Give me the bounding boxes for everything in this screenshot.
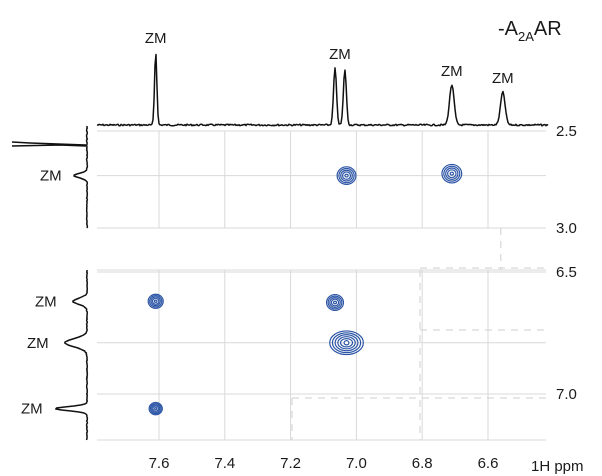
cross-peak — [329, 330, 364, 356]
projections-layer — [11, 53, 549, 441]
cross-peak-core — [153, 407, 158, 411]
cross-peak-contour — [149, 403, 162, 415]
cross-peak-core — [449, 171, 455, 176]
side-projection-upper — [73, 125, 89, 229]
x-tick-label: 6.8 — [412, 455, 433, 472]
cross-peak-contour — [152, 405, 160, 412]
cross-peak-contour — [445, 167, 459, 180]
y-tick-label: 3.0 — [556, 220, 577, 237]
cross-peak-core — [153, 299, 158, 304]
cross-peak-contour — [330, 298, 340, 307]
side-projection-upper-tail — [11, 141, 87, 146]
cross-peak-core — [332, 300, 338, 305]
cross-peak-contour — [443, 165, 461, 182]
cross-peak-contour — [329, 297, 341, 308]
top-peak-label: ZM — [145, 30, 167, 47]
side-projection-lower — [55, 269, 89, 441]
top-peak-label: ZM — [441, 63, 463, 80]
cross-peak-contour — [329, 330, 364, 356]
x-tick-label: 7.6 — [149, 455, 170, 472]
side-peak-label: ZM — [27, 335, 49, 352]
cross-peak — [147, 293, 164, 309]
cross-peak-contour — [327, 295, 343, 310]
cross-peak-contour — [441, 163, 463, 184]
cross-peaks-layer — [147, 163, 463, 416]
side-peak-label: ZM — [40, 168, 62, 185]
cross-peak-contour — [447, 169, 457, 179]
cross-peak-contour — [341, 171, 352, 180]
side-projection-upper-tail — [11, 144, 87, 147]
y-tick-label: 2.5 — [556, 123, 577, 140]
x-tick-label: 7.4 — [214, 455, 235, 472]
grid-layer — [97, 130, 546, 441]
y-tick-label: 7.0 — [556, 386, 577, 403]
x-tick-label: 7.2 — [280, 455, 301, 472]
cross-peak-contour — [151, 297, 160, 305]
cross-peak-core — [344, 173, 349, 178]
cross-peak — [336, 166, 357, 186]
x-axis-label: 1H ppm — [531, 458, 584, 475]
cross-peak — [325, 293, 345, 312]
cross-peak-contour — [339, 337, 354, 348]
x-tick-label: 7.0 — [346, 455, 367, 472]
dashed-reference-lines — [291, 228, 546, 440]
side-peak-label: ZM — [35, 293, 57, 310]
cross-peak — [148, 401, 163, 416]
cross-peak-core — [343, 340, 350, 346]
side-peak-label: ZM — [21, 401, 43, 418]
y-tick-label: 6.5 — [556, 264, 577, 281]
cross-peak-contour — [325, 293, 345, 312]
cross-peak-contour — [331, 332, 362, 354]
cross-peak-contour — [149, 295, 163, 308]
cross-peak-contour — [338, 167, 355, 184]
cross-peak-contour — [148, 401, 163, 416]
cross-peak-contour — [336, 166, 357, 186]
cross-peak-contour — [334, 334, 359, 352]
top-peak-label: ZM — [492, 70, 514, 87]
x-tick-label: 6.6 — [478, 455, 499, 472]
cross-peak — [441, 163, 463, 184]
cross-peak-contour — [150, 296, 161, 307]
top-peak-label: ZM — [329, 46, 351, 63]
cross-peak-contour — [337, 336, 356, 350]
cross-peak-contour — [151, 404, 161, 414]
cross-peak-contour — [147, 293, 164, 309]
labels-layer: ZM ZM ZM ZM ZM ZM ZM ZM 7.6 7.4 7.2 7.0 6.8 6.6 2.5 3.0… — [21, 30, 577, 472]
top-1d-projection — [96, 53, 549, 127]
chart-title: -A2AAR — [498, 18, 562, 44]
cross-peak-contour — [340, 169, 353, 182]
